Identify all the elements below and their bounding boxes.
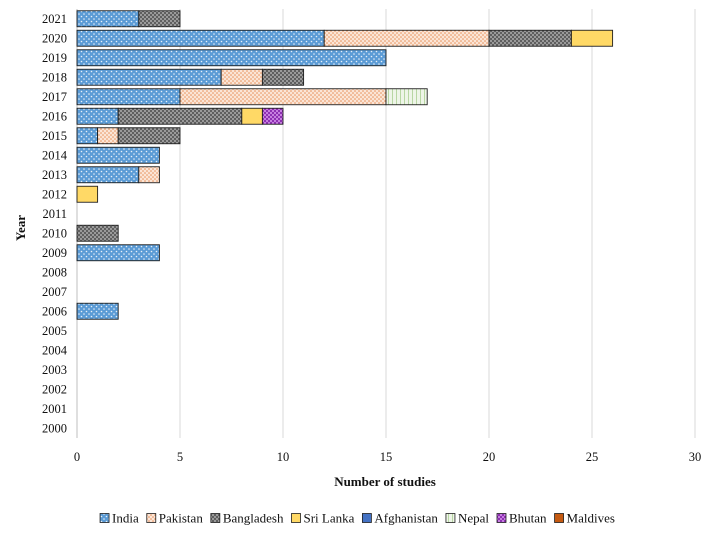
y-tick-label-2007: 2007 [42,285,67,299]
y-tick-label-2014: 2014 [42,149,68,163]
x-tick-labels: 0 5 10 15 20 25 30 [74,450,701,464]
bar-2016-sri-lanka [241,107,263,125]
bar-2013-pakistan [138,166,160,184]
bar-2014-india [76,146,160,164]
y-tick-label-2010: 2010 [42,227,67,241]
legend-swatch-afghanistan [361,513,372,523]
y-tick-label-2012: 2012 [42,188,67,202]
bar-2006-india [76,302,119,320]
bar-2018-pakistan [220,68,263,86]
x-tick-label-15: 15 [380,450,393,464]
bar-2021-india [76,10,140,28]
bar-2017-pakistan [179,88,387,106]
y-tick-label-2018: 2018 [42,71,67,85]
legend-swatch-pakistan [146,513,157,523]
y-tick-label-2005: 2005 [42,324,67,338]
legend-swatch-india [99,513,110,523]
legend-label-nepal: Nepal [458,511,489,526]
y-tick-label-2017: 2017 [42,90,67,104]
y-tick-label-2020: 2020 [42,32,67,46]
legend-swatch-sri-lanka [291,513,301,523]
legend-label-pakistan: Pakistan [159,511,204,526]
bar-2016-india [76,107,119,125]
bar-2017-india [76,88,181,106]
legend-label-bhutan: Bhutan [509,511,547,526]
legend-swatch-bhutan [496,513,507,523]
y-axis-title: Year [13,215,28,241]
y-tick-label-2019: 2019 [42,51,67,65]
bar-2016-bangladesh [117,107,243,125]
legend-label-maldives: Maldives [567,511,615,526]
y-tick-label-2013: 2013 [42,168,67,182]
legend-label-afghanistan: Afghanistan [374,511,438,526]
bar-2020-pakistan [323,29,490,47]
y-tick-label-2009: 2009 [42,246,67,260]
bar-2015-pakistan [97,127,119,145]
x-tick-label-30: 30 [689,450,702,464]
bar-2010-bangladesh [76,224,119,242]
legend: India Pakistan Bangladesh Sri Lanka Afghanis… [99,511,615,526]
x-tick-label-0: 0 [74,450,80,464]
legend-swatch-nepal [445,513,456,523]
bar-2021-bangladesh [138,10,181,28]
y-tick-label-2006: 2006 [42,305,67,319]
x-axis-title: Number of studies [334,474,436,489]
y-tick-label-2000: 2000 [42,422,67,436]
bar-2018-india [76,68,222,86]
bar-2019-india [76,49,387,67]
bar-2009-india [76,244,160,262]
y-tick-label-2021: 2021 [42,12,67,26]
y-tick-labels: 2021 2020 2019 2018 2017 2016 2015 2014 2013 2012… [42,12,68,436]
bar-2017-nepal [385,88,428,106]
bar-2015-bangladesh [117,127,181,145]
y-tick-label-2011: 2011 [42,207,67,221]
y-tick-label-2016: 2016 [42,110,67,124]
y-tick-label-2002: 2002 [42,383,67,397]
y-tick-label-2008: 2008 [42,266,67,280]
x-tick-label-5: 5 [177,450,183,464]
x-tick-label-10: 10 [277,450,290,464]
bar-2020-sri-lanka [570,29,614,47]
legend-label-bangladesh: Bangladesh [223,511,284,526]
x-tick-label-25: 25 [586,450,599,464]
y-tick-label-2001: 2001 [42,402,67,416]
legend-swatch-maldives [554,513,564,523]
legend-label-india: India [112,511,139,526]
bar-2018-bangladesh [261,68,305,86]
bar-2015-india [76,127,99,145]
bar-2020-bangladesh [488,29,572,47]
legend-label-sri-lanka: Sri Lanka [303,511,354,526]
y-tick-label-2003: 2003 [42,363,67,377]
bars [76,10,614,320]
legend-swatch-bangladesh [210,513,221,523]
bar-2013-india [76,166,140,184]
y-tick-label-2015: 2015 [42,129,67,143]
bar-2016-bhutan [261,107,284,125]
y-tick-label-2004: 2004 [42,344,68,358]
bar-2012-sri-lanka [76,185,99,203]
bar-2020-india [76,29,325,47]
x-tick-label-20: 20 [483,450,496,464]
